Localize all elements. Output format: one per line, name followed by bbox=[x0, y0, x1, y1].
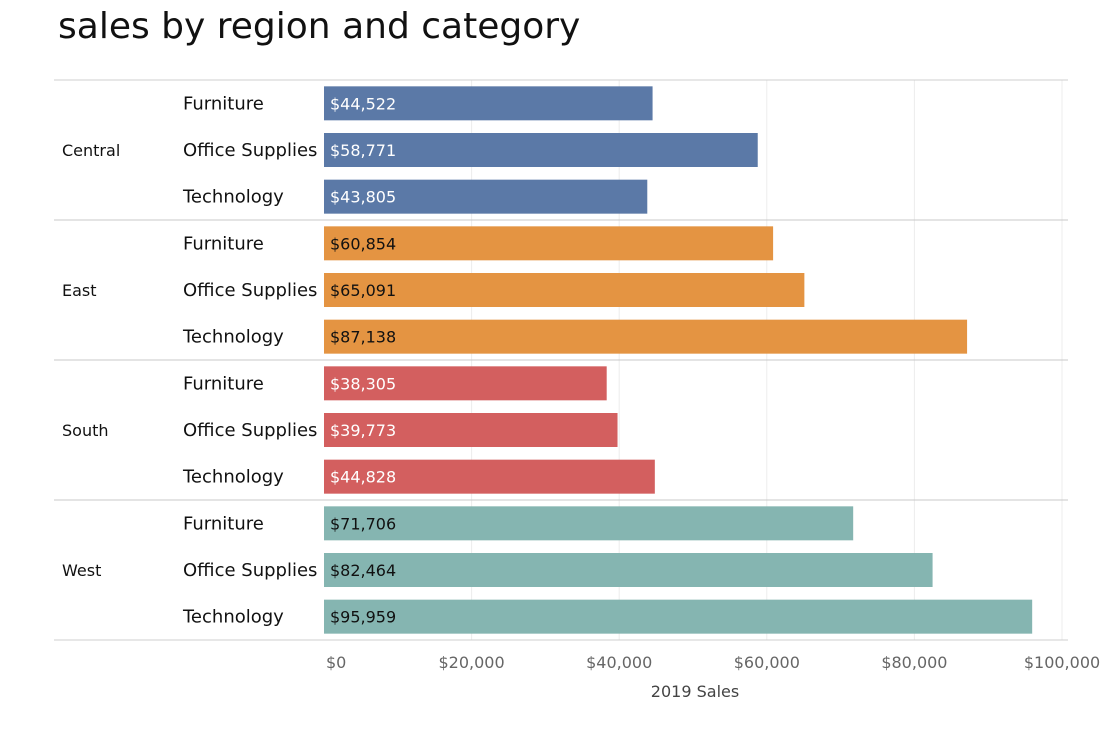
bar-value-label: $58,771 bbox=[330, 141, 396, 160]
category-label: Office Supplies bbox=[183, 280, 317, 301]
bar bbox=[324, 553, 933, 587]
bar-value-label: $87,138 bbox=[330, 328, 396, 347]
bar-value-label: $60,854 bbox=[330, 234, 396, 253]
category-label: Office Supplies bbox=[183, 420, 317, 441]
category-label: Office Supplies bbox=[183, 140, 317, 161]
bar bbox=[324, 179, 648, 214]
bar bbox=[324, 133, 758, 167]
category-label: Technology bbox=[182, 187, 284, 208]
x-axis-title: 2019 Sales bbox=[651, 682, 739, 701]
x-tick-label: $0 bbox=[326, 653, 346, 672]
bar-value-label: $43,805 bbox=[330, 188, 396, 207]
bar-value-label: $95,959 bbox=[330, 608, 396, 627]
region-label: West bbox=[62, 561, 101, 580]
bar bbox=[324, 273, 805, 307]
category-label: Technology bbox=[182, 467, 284, 488]
category-label: Technology bbox=[182, 607, 284, 628]
bar-value-label: $82,464 bbox=[330, 561, 396, 580]
bar bbox=[324, 226, 774, 261]
bar bbox=[324, 319, 968, 354]
bar-value-label: $39,773 bbox=[330, 421, 396, 440]
bar bbox=[324, 506, 854, 541]
bar bbox=[324, 86, 653, 121]
category-label: Technology bbox=[182, 327, 284, 348]
bar-value-label: $44,522 bbox=[330, 94, 396, 113]
bar-value-label: $71,706 bbox=[330, 514, 396, 533]
bar bbox=[324, 413, 618, 447]
chart-title: sales by region and category bbox=[58, 6, 581, 47]
category-label: Furniture bbox=[183, 373, 264, 394]
bar-value-label: $65,091 bbox=[330, 281, 396, 300]
x-tick-label: $20,000 bbox=[439, 653, 505, 672]
region-label: South bbox=[62, 421, 109, 440]
category-label: Office Supplies bbox=[183, 560, 317, 581]
x-tick-label: $100,000 bbox=[1024, 653, 1100, 672]
bar bbox=[324, 366, 607, 401]
region-label: Central bbox=[62, 141, 120, 160]
x-tick-label: $80,000 bbox=[881, 653, 947, 672]
region-label: East bbox=[62, 281, 97, 300]
x-tick-label: $60,000 bbox=[734, 653, 800, 672]
bar-value-label: $44,828 bbox=[330, 468, 396, 487]
bar bbox=[324, 599, 1033, 634]
category-label: Furniture bbox=[183, 233, 264, 254]
bar bbox=[324, 459, 655, 494]
category-label: Furniture bbox=[183, 93, 264, 114]
category-label: Furniture bbox=[183, 513, 264, 534]
x-tick-label: $40,000 bbox=[586, 653, 652, 672]
bar-value-label: $38,305 bbox=[330, 374, 396, 393]
